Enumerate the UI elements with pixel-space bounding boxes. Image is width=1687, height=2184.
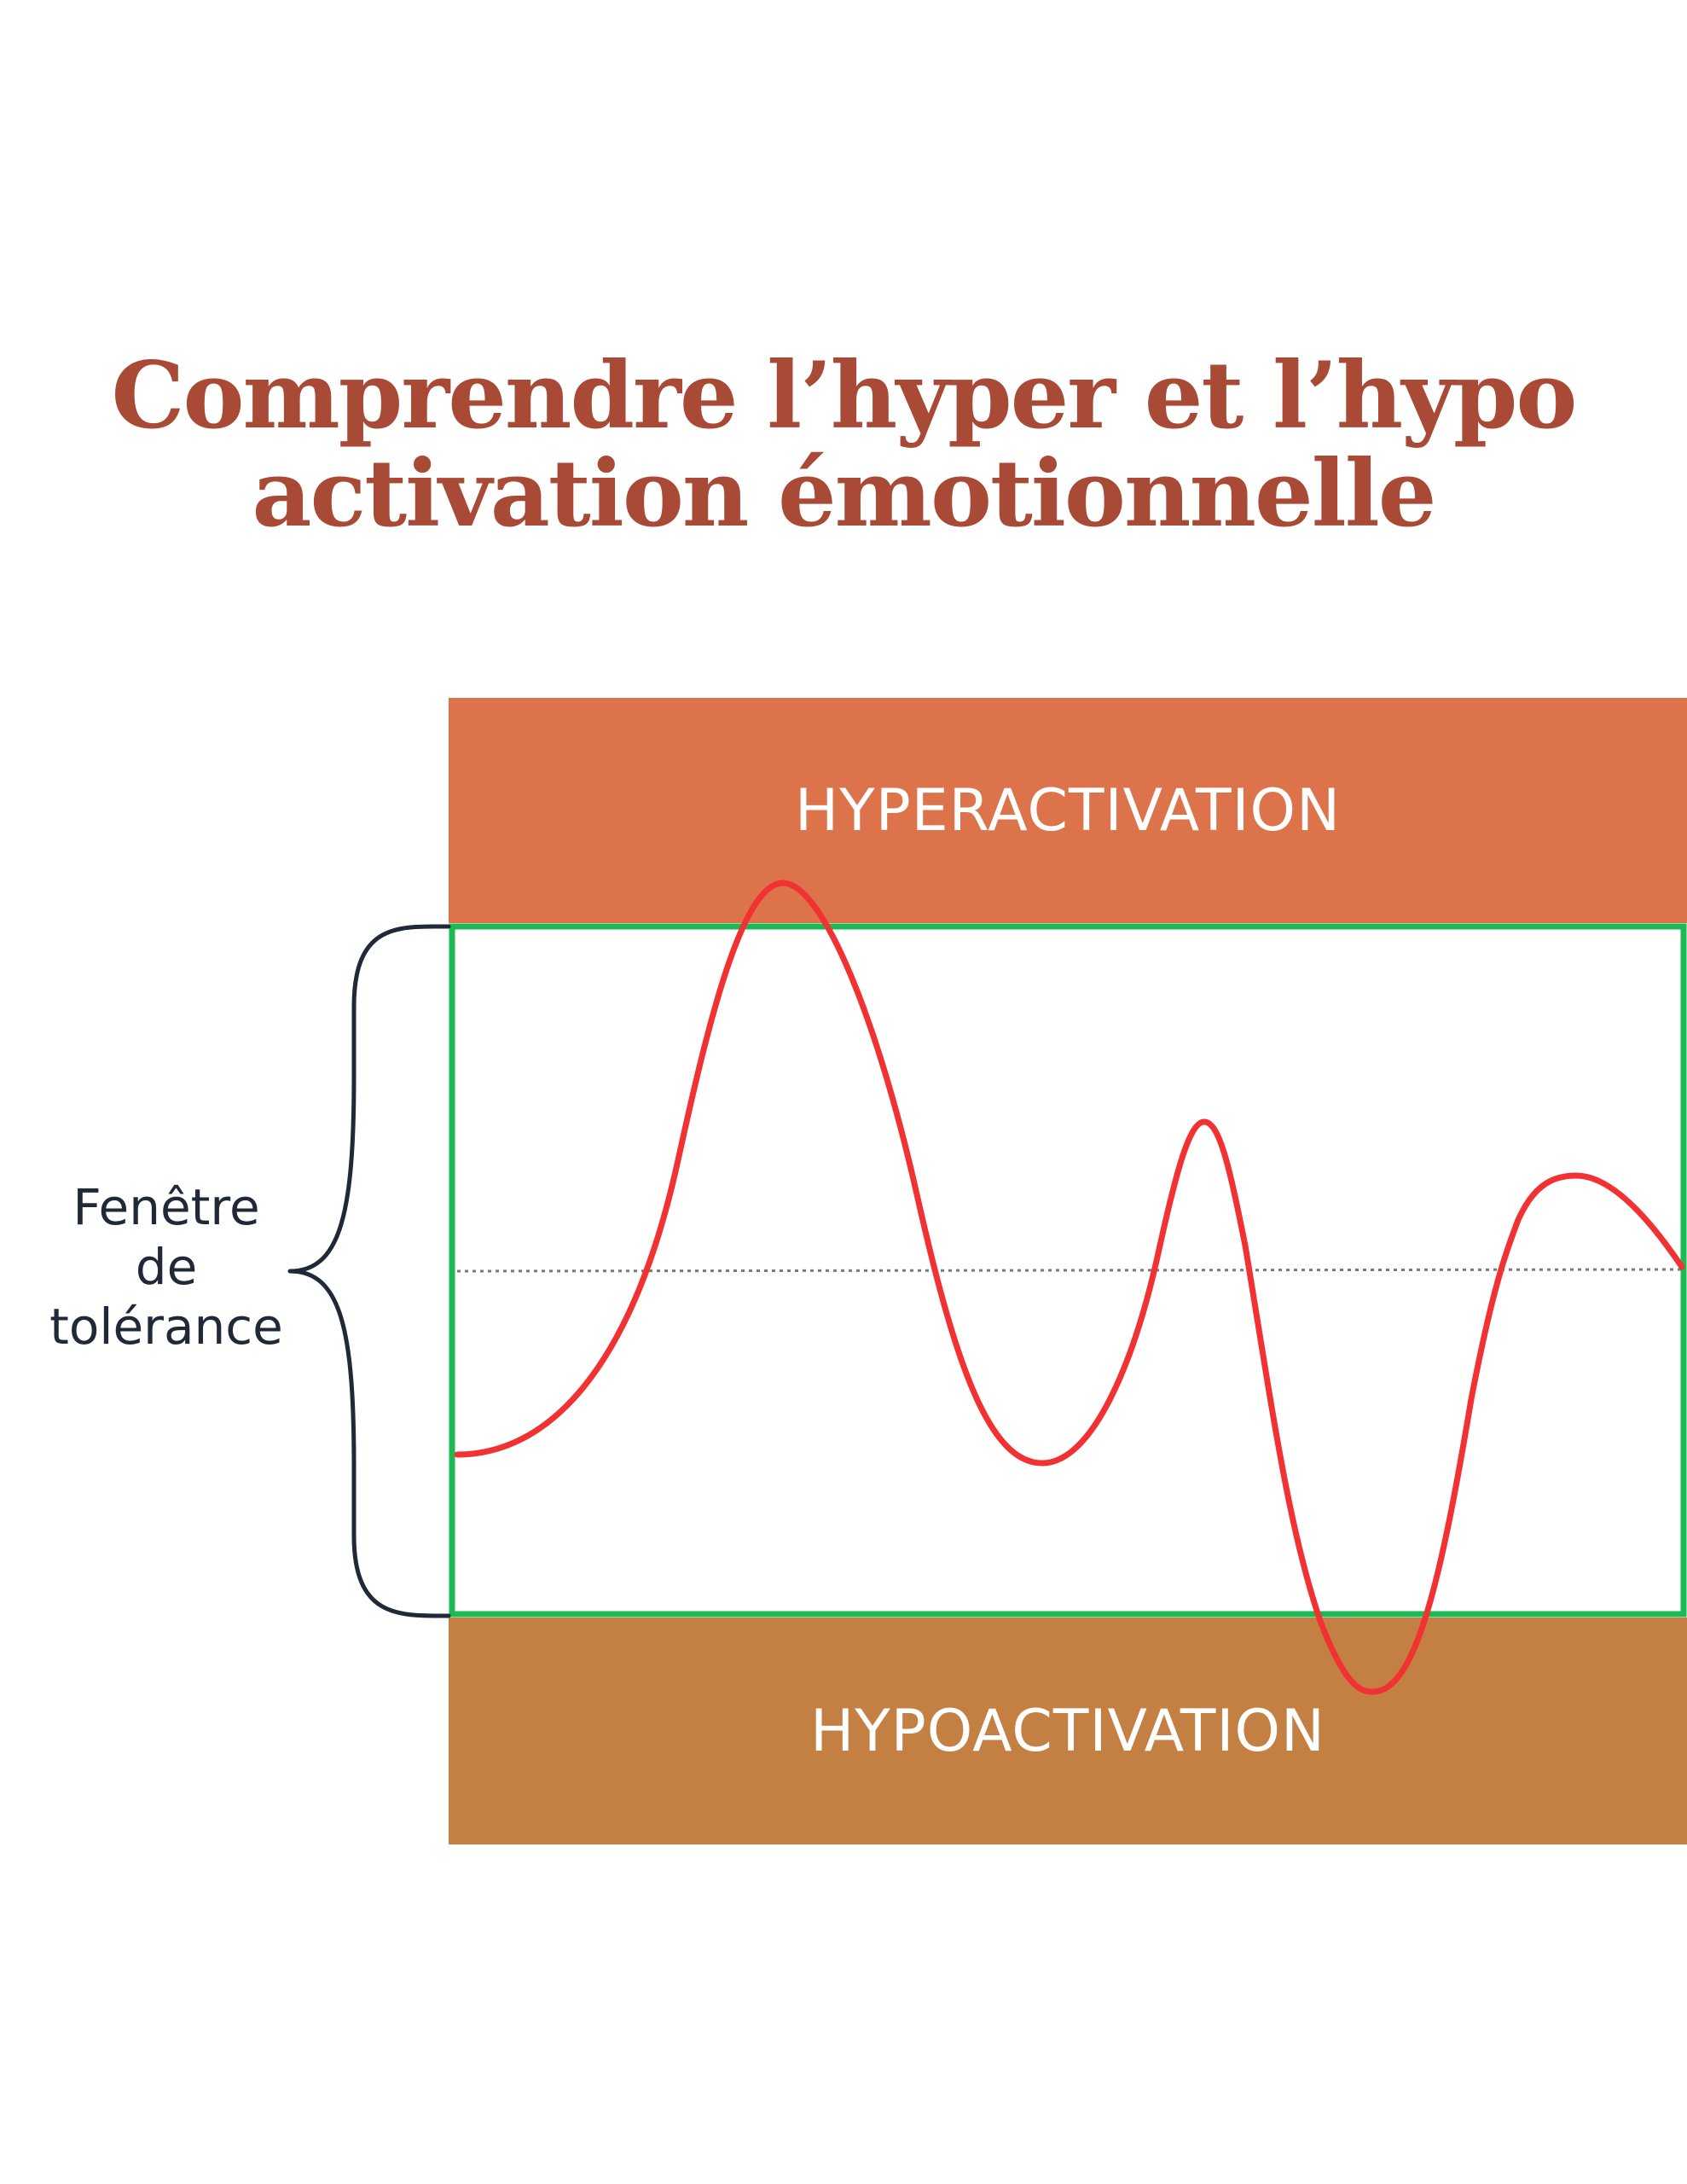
activation-curve: [454, 880, 1685, 1695]
hyperactivation-label: HYPERACTIVATION: [795, 776, 1341, 845]
tolerance-window-label: Fenêtre de tolérance: [17, 1177, 316, 1356]
tolerance-label-line-3: tolérance: [49, 1298, 283, 1356]
hypoactivation-band: HYPOACTIVATION: [449, 1618, 1687, 1844]
hypoactivation-label: HYPOACTIVATION: [810, 1697, 1325, 1765]
title-line-1: Comprendre l’hyper et l’hypo: [111, 342, 1578, 450]
tolerance-brace: [287, 924, 451, 1618]
tolerance-window: [449, 923, 1687, 1618]
tolerance-label-line-2: de: [135, 1238, 198, 1296]
title-line-2: activation émotionnelle: [252, 440, 1437, 548]
tolerance-label-line-1: Fenêtre: [72, 1178, 260, 1236]
hyperactivation-band: HYPERACTIVATION: [449, 698, 1687, 923]
